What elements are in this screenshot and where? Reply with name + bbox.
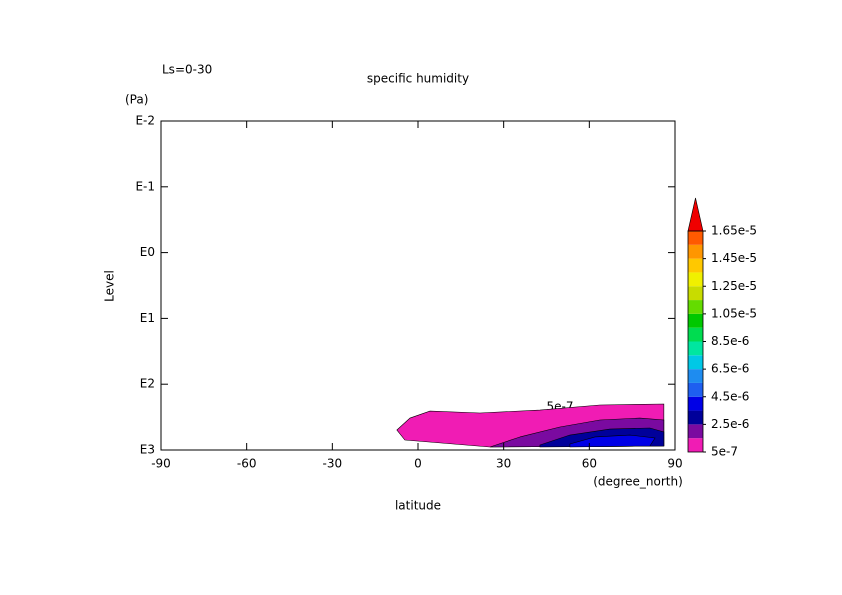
colorbar-box [688, 300, 703, 314]
colorbar-label: 2.5e-6 [711, 417, 749, 431]
colorbar-label: 1.65e-5 [711, 224, 757, 238]
colorbar-box [688, 396, 703, 411]
y-tick-label: E-1 [135, 179, 155, 193]
colorbar-box [688, 369, 703, 383]
colorbar-box [688, 424, 703, 439]
x-tick-label: 90 [667, 457, 682, 471]
y-tick-label: E0 [140, 245, 155, 259]
colorbar-box [688, 231, 703, 245]
y-unit: (Pa) [125, 93, 148, 107]
x-tick-label: 30 [496, 457, 511, 471]
x-axis-label: latitude [395, 499, 441, 513]
colorbar-label: 8.5e-6 [711, 334, 749, 348]
x-tick-label: -30 [323, 457, 343, 471]
chart-title: specific humidity [367, 72, 469, 86]
colorbar-box [688, 355, 703, 370]
colorbar-box [688, 382, 703, 397]
y-axis-label: Level [103, 270, 117, 302]
colorbar-box [688, 313, 703, 328]
x-tick-label: -90 [151, 457, 171, 471]
y-tick-label: E-2 [135, 114, 155, 128]
colorbar-box [688, 244, 703, 259]
plot-area [396, 403, 665, 448]
x-tick-label: 60 [582, 457, 597, 471]
y-tick-label: E3 [140, 443, 155, 457]
x-tick-label: -60 [237, 457, 257, 471]
colorbar-label: 5e-7 [711, 445, 738, 459]
colorbar-box [688, 410, 703, 425]
contour-region [569, 434, 656, 448]
colorbar-label: 1.05e-5 [711, 306, 757, 320]
y-tick-label: E2 [140, 377, 155, 391]
colorbar-label: 4.5e-6 [711, 389, 749, 403]
colorbar-label: 1.25e-5 [711, 279, 757, 293]
colorbar-box [688, 272, 703, 287]
y-tick-label: E1 [140, 311, 155, 325]
colorbar-label: 6.5e-6 [711, 362, 749, 376]
plot-frame [160, 120, 676, 451]
colorbar-box [688, 341, 703, 356]
x-unit: (degree_north) [593, 475, 683, 489]
subtitle: Ls=0-30 [162, 63, 212, 77]
colorbar-box [688, 327, 703, 342]
colorbar-label: 1.45e-5 [711, 251, 757, 265]
x-tick-label: 0 [414, 457, 422, 471]
colorbar-box [688, 438, 703, 452]
colorbar-box [688, 258, 703, 273]
colorbar-box [688, 286, 703, 301]
colorbar-triangle [687, 197, 704, 232]
